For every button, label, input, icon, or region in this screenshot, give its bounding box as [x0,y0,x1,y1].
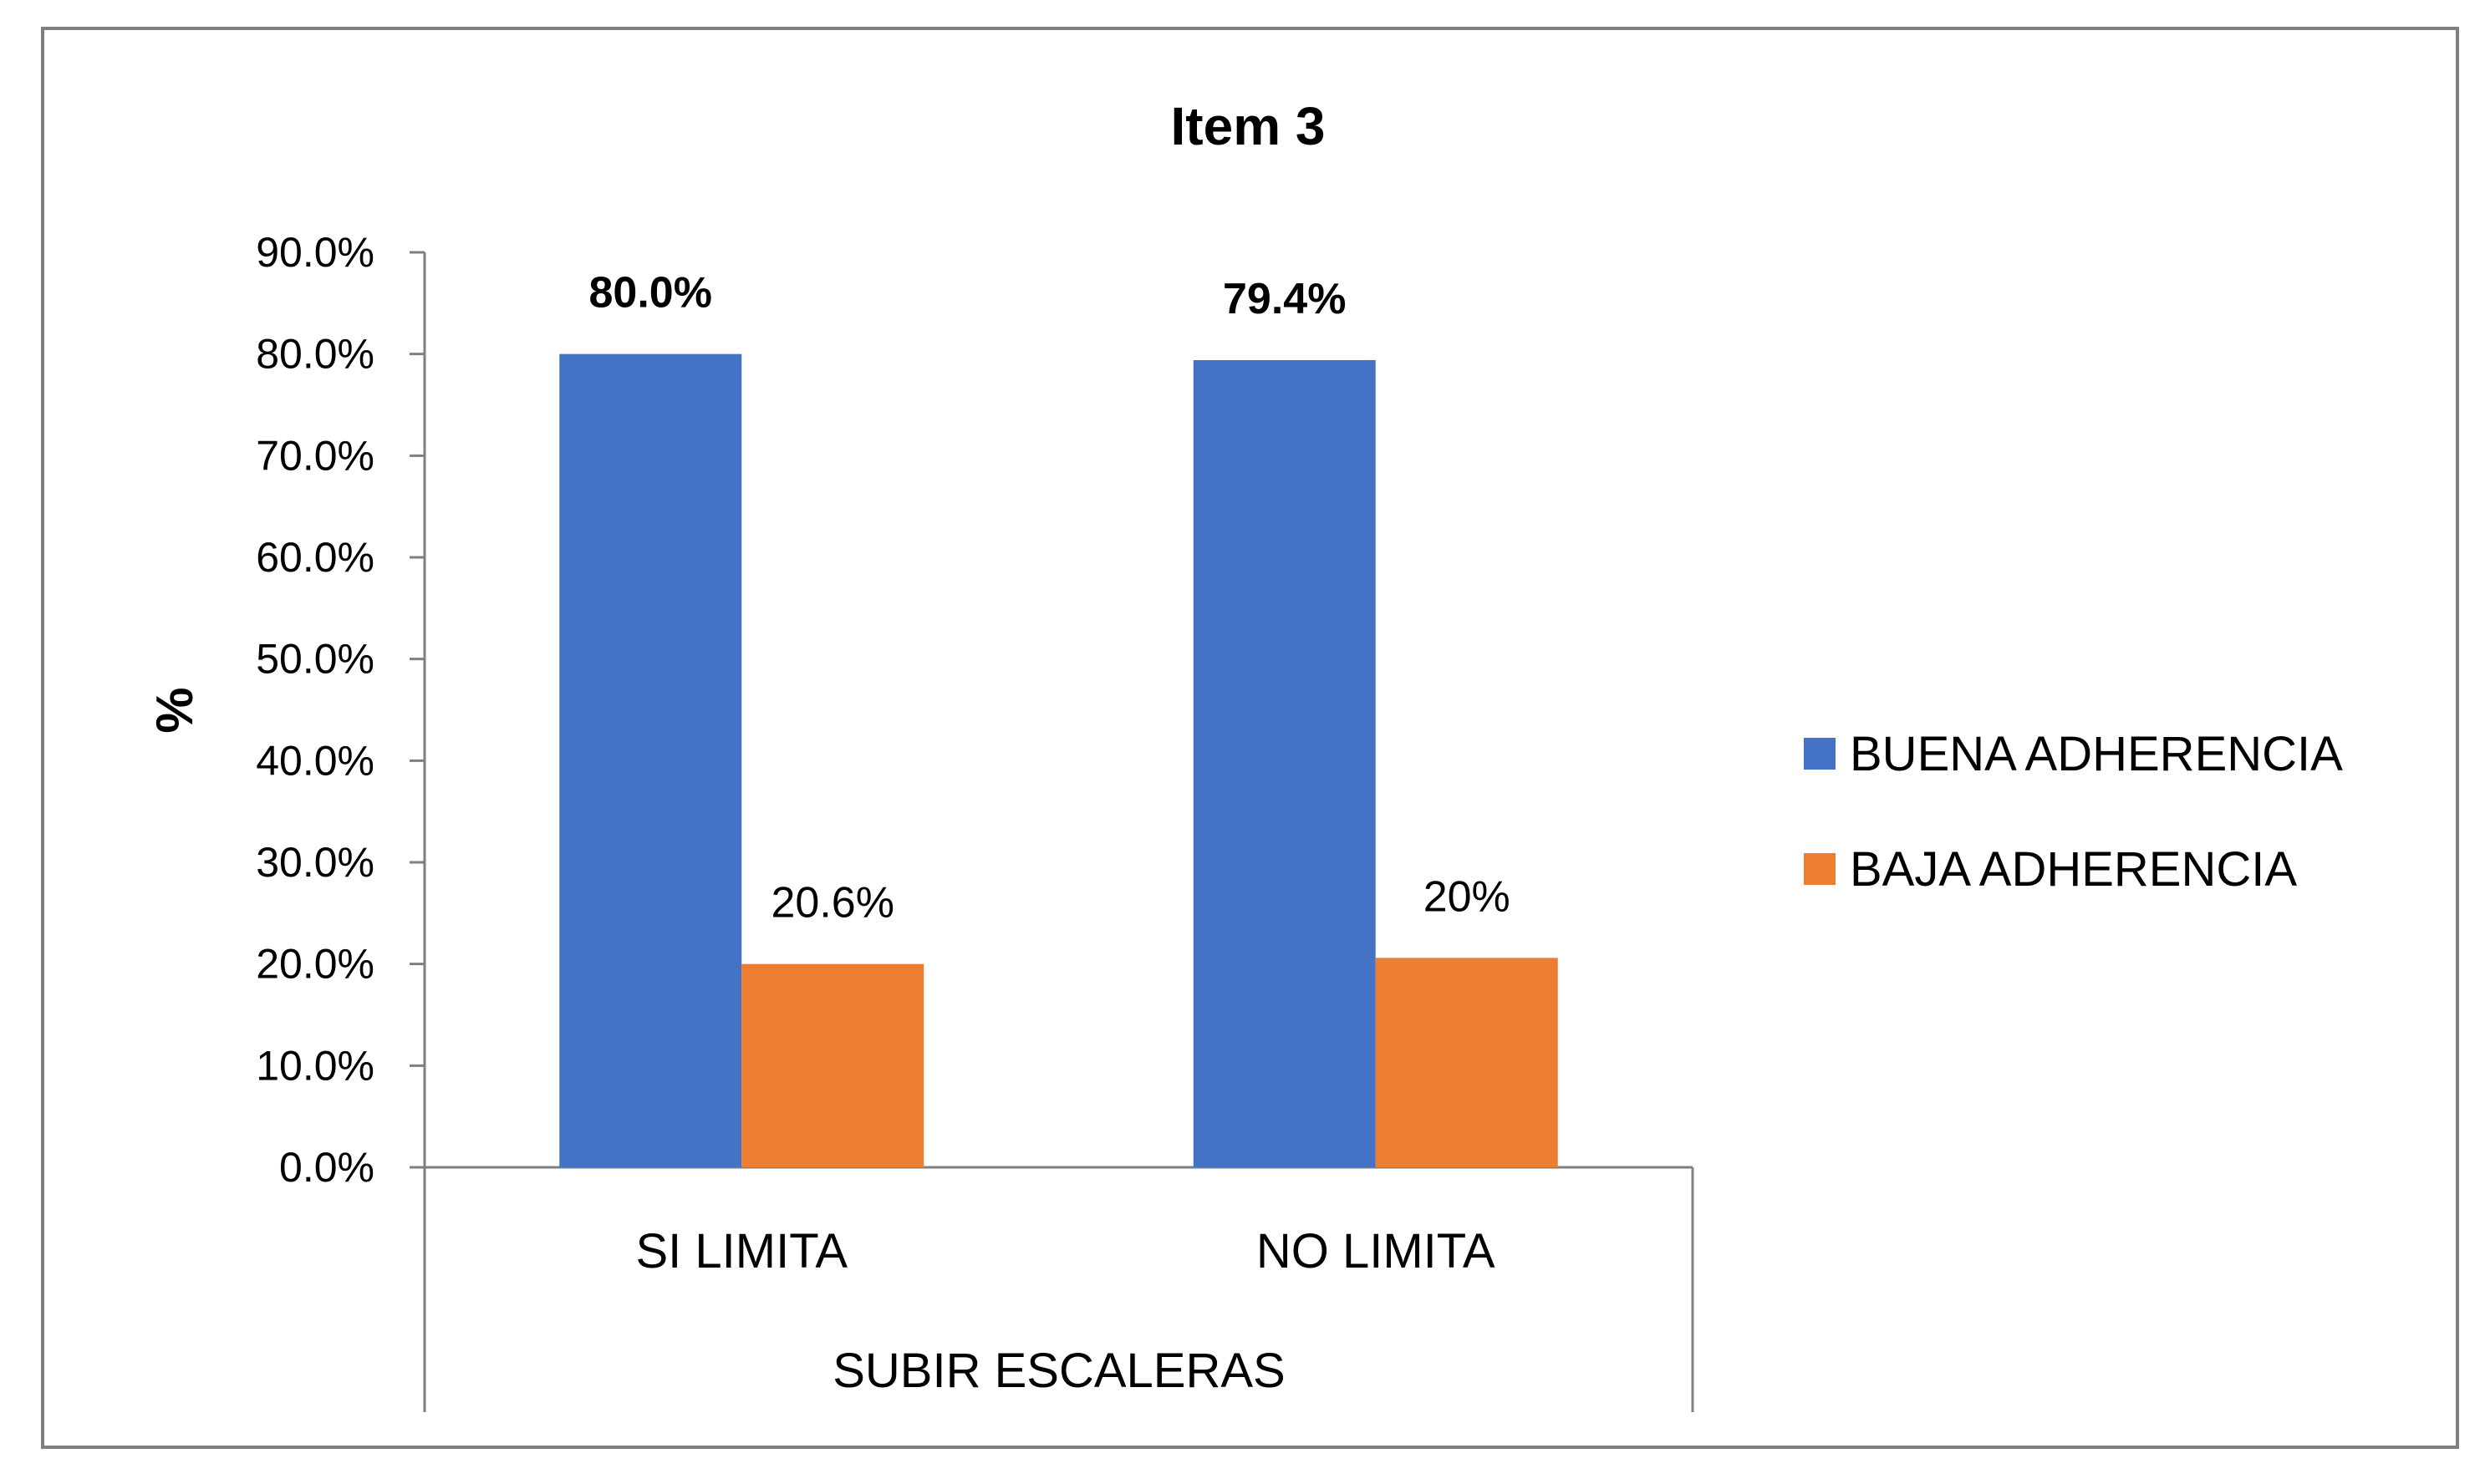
y-tick-label: 90.0% [256,229,374,276]
plot-area: 0.0% 10.0% 20.0% 30.0% 40.0% 50.0% 60.0% 70.0% 8… [256,229,1694,1412]
legend-label: BUENA ADHERENCIA [1850,727,2343,781]
y-tick-label: 20.0% [256,941,374,988]
y-tick-label: 30.0% [256,839,374,886]
y-tick-label: 60.0% [256,534,374,581]
y-tick-label: 10.0% [256,1042,374,1089]
y-tick-label: 0.0% [279,1144,374,1191]
x-category-label: SI LIMITA [635,1224,848,1278]
legend-swatch [1804,738,1836,770]
data-label: 20.6% [771,879,894,928]
y-tick-label: 70.0% [256,432,374,479]
x-axis-group-label: SUBIR ESCALERAS [833,1344,1286,1398]
bar-baja-adherencia [1375,958,1558,1167]
legend-swatch [1804,853,1836,885]
legend: BUENA ADHERENCIA BAJA ADHERENCIA [1804,727,2343,897]
data-label: 80.0% [589,269,712,318]
bar-baja-adherencia [741,963,924,1167]
chart-title: Item 3 [1171,96,1326,156]
data-label: 20% [1423,872,1510,921]
y-tick-label: 50.0% [256,636,374,683]
data-label: 79.4% [1223,275,1346,323]
legend-label: BAJA ADHERENCIA [1850,842,2297,897]
bar-buena-adherencia [1193,359,1376,1167]
y-axis-label: % [146,687,204,733]
x-category-label: NO LIMITA [1256,1224,1495,1278]
y-tick-label: 40.0% [256,737,374,784]
y-tick-label: 80.0% [256,331,374,378]
bar-buena-adherencia [559,353,742,1168]
